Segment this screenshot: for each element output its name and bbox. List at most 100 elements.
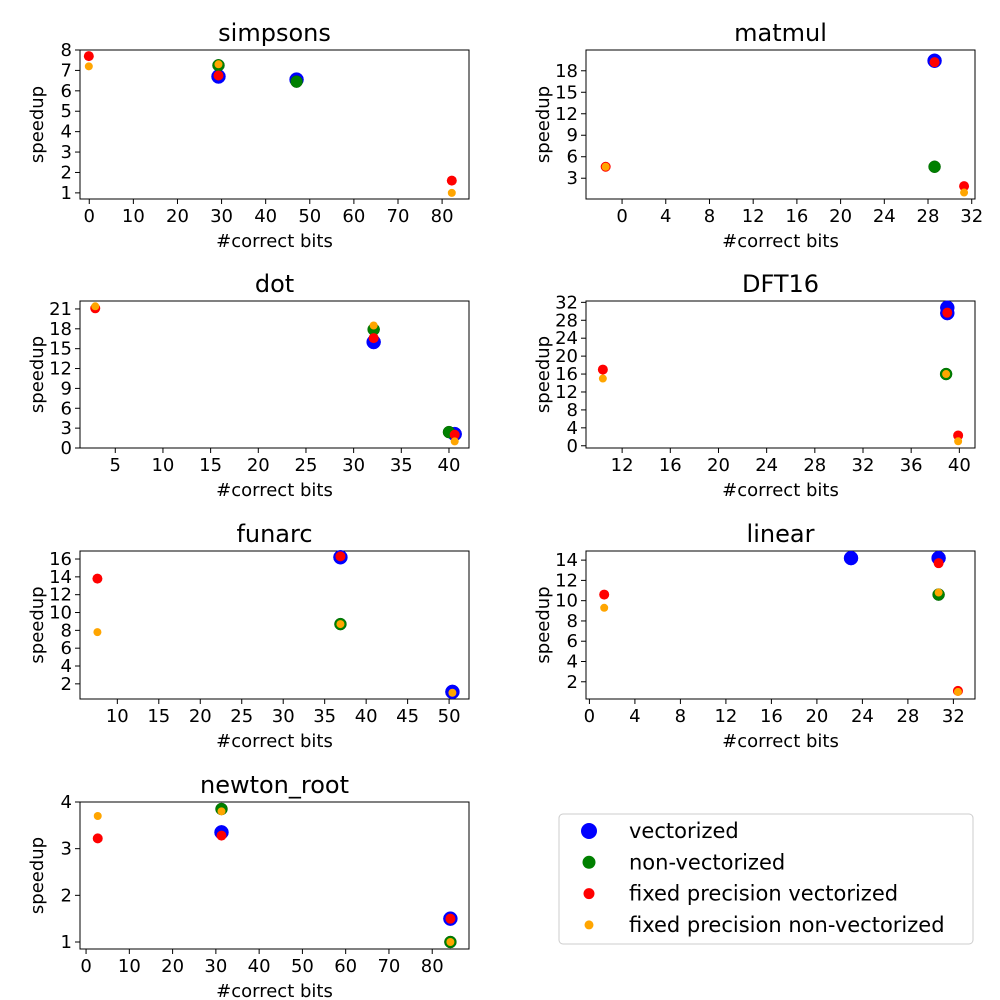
point-fixed-precision-vectorized: [216, 830, 227, 841]
y-tick-label: 6: [61, 81, 72, 102]
point-fixed-precision-vectorized: [92, 833, 103, 844]
y-tick-label: 6: [61, 398, 72, 419]
legend-label: vectorized: [629, 819, 739, 843]
y-tick-label: 20: [555, 346, 578, 367]
legend-marker-vectorized: [581, 823, 597, 839]
x-tick-label: 28: [917, 206, 940, 227]
x-tick-label: 40: [438, 455, 461, 476]
y-tick-label: 12: [555, 570, 578, 591]
x-tick-label: 70: [387, 206, 410, 227]
x-axis-label: #correct bits: [216, 981, 333, 1000]
x-tick-label: 28: [803, 455, 826, 476]
y-tick-label: 0: [567, 436, 578, 457]
y-tick-label: 0: [61, 438, 72, 459]
subplot-title: simpsons: [218, 19, 331, 47]
point-fixed-precision-non-vectorized: [217, 807, 226, 816]
point-fixed-precision-non-vectorized: [942, 370, 951, 379]
x-tick-label: 30: [342, 455, 365, 476]
legend-marker-fixed-precision-non-vectorized: [584, 920, 594, 930]
x-tick-label: 50: [291, 956, 314, 977]
y-tick-label: 28: [555, 310, 578, 331]
x-tick-label: 16: [760, 706, 783, 727]
y-tick-label: 1: [61, 932, 72, 953]
y-tick-label: 12: [49, 585, 72, 606]
x-tick-label: 40: [355, 706, 378, 727]
y-tick-label: 2: [567, 672, 578, 693]
point-fixed-precision-non-vectorized: [598, 374, 607, 383]
y-tick-label: 9: [567, 125, 578, 146]
y-tick-label: 12: [555, 104, 578, 125]
y-tick-label: 4: [61, 656, 72, 677]
point-fixed-precision-non-vectorized: [447, 188, 456, 197]
x-tick-label: 20: [805, 706, 828, 727]
x-tick-label: 40: [948, 455, 971, 476]
x-tick-label: 12: [714, 706, 737, 727]
y-tick-label: 32: [555, 292, 578, 313]
x-tick-label: 10: [118, 956, 141, 977]
point-fixed-precision-non-vectorized: [448, 688, 457, 697]
x-tick-label: 36: [900, 455, 923, 476]
subplot-title: DFT16: [742, 270, 819, 298]
x-axis-label: #correct bits: [216, 731, 333, 752]
axes-frame: [79, 300, 470, 449]
x-tick-label: 20: [161, 956, 184, 977]
x-axis-label: #correct bits: [722, 480, 839, 501]
legend-marker-fixed-precision-vectorized: [583, 888, 595, 900]
x-tick-label: 20: [247, 455, 270, 476]
y-tick-label: 8: [567, 611, 578, 632]
point-fixed-precision-vectorized: [449, 429, 460, 440]
y-tick-label: 10: [555, 591, 578, 612]
point-fixed-precision-non-vectorized: [960, 188, 969, 197]
x-tick-label: 50: [438, 706, 461, 727]
x-tick-label: 0: [80, 956, 91, 977]
point-fixed-precision-vectorized: [83, 51, 94, 62]
legend-label: non-vectorized: [629, 850, 785, 874]
x-tick-label: 4: [660, 206, 671, 227]
x-tick-label: 32: [852, 455, 875, 476]
y-tick-label: 16: [555, 364, 578, 385]
point-fixed-precision-non-vectorized: [214, 60, 223, 69]
x-tick-label: 50: [298, 206, 321, 227]
point-fixed-precision-non-vectorized: [336, 620, 345, 629]
axes-frame: [585, 300, 976, 449]
x-tick-label: 80: [421, 956, 444, 977]
x-tick-label: 30: [210, 206, 233, 227]
y-axis-label: speedup: [533, 586, 554, 663]
y-tick-label: 3: [61, 418, 72, 439]
x-tick-label: 5: [110, 455, 121, 476]
y-tick-label: 6: [61, 638, 72, 659]
x-tick-label: 70: [377, 956, 400, 977]
x-axis-label: #correct bits: [722, 731, 839, 752]
x-tick-label: 60: [334, 956, 357, 977]
x-tick-label: 20: [189, 706, 212, 727]
x-tick-label: 10: [122, 206, 145, 227]
y-tick-label: 6: [567, 147, 578, 168]
x-tick-label: 8: [675, 706, 686, 727]
point-fixed-precision-vectorized: [92, 573, 103, 584]
point-fixed-precision-vectorized: [942, 307, 953, 318]
y-axis-label: speedup: [27, 837, 48, 914]
y-tick-label: 14: [555, 550, 578, 571]
x-tick-label: 24: [873, 206, 896, 227]
y-tick-label: 4: [61, 792, 72, 813]
x-tick-label: 8: [704, 206, 715, 227]
point-fixed-precision-vectorized: [335, 551, 346, 562]
point-fixed-precision-non-vectorized: [84, 62, 93, 71]
y-tick-label: 2: [61, 885, 72, 906]
x-tick-label: 45: [396, 706, 419, 727]
point-fixed-precision-non-vectorized: [954, 437, 963, 446]
y-tick-label: 8: [61, 620, 72, 641]
point-fixed-precision-non-vectorized: [600, 603, 609, 612]
y-tick-label: 5: [61, 101, 72, 122]
x-tick-label: 24: [755, 455, 778, 476]
y-tick-label: 8: [61, 40, 72, 61]
x-tick-label: 15: [199, 455, 222, 476]
point-fixed-precision-non-vectorized: [369, 321, 378, 330]
